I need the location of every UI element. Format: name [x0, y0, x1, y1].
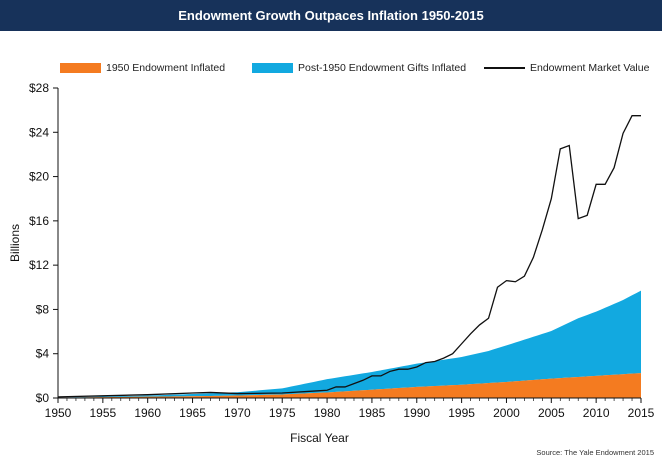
- legend-swatch-post1950: [252, 63, 293, 73]
- x-tick-label: 1970: [224, 406, 251, 420]
- y-tick-label: $8: [36, 302, 50, 316]
- legend-item-post1950: Post-1950 Endowment Gifts Inflated: [252, 62, 466, 74]
- x-axis-label: Fiscal Year: [290, 431, 349, 445]
- y-tick-label: $4: [36, 347, 50, 361]
- chart-title: Endowment Growth Outpaces Inflation 1950…: [178, 8, 484, 23]
- x-tick-label: 1975: [269, 406, 296, 420]
- area-1950-endowment: [58, 373, 641, 398]
- x-tick-label: 1990: [403, 406, 430, 420]
- legend-item-market: Endowment Market Value: [484, 62, 649, 74]
- legend-label-market: Endowment Market Value: [530, 62, 650, 74]
- line-market-value: [57, 115, 641, 398]
- legend-label-1950: 1950 Endowment Inflated: [106, 62, 226, 74]
- y-tick-label: $24: [29, 125, 49, 139]
- x-tick-label: 1955: [89, 406, 116, 420]
- legend-label-post1950: Post-1950 Endowment Gifts Inflated: [298, 62, 467, 74]
- x-tick-label: 1950: [45, 406, 72, 420]
- legend-item-1950: 1950 Endowment Inflated: [60, 62, 225, 74]
- y-axis-label: Billions: [8, 224, 22, 262]
- x-tick-label: 1960: [134, 406, 161, 420]
- y-tick-label: $28: [29, 81, 49, 95]
- chart-title-bar: Endowment Growth Outpaces Inflation 1950…: [0, 0, 662, 31]
- x-tick-label: 2005: [538, 406, 565, 420]
- y-tick-label: $20: [29, 170, 49, 184]
- x-tick-label: 1980: [314, 406, 341, 420]
- y-tick-label: $16: [29, 214, 49, 228]
- x-tick-label: 2015: [628, 406, 655, 420]
- chart-legend: 1950 Endowment Inflated Post-1950 Endowm…: [0, 58, 662, 78]
- x-tick-label: 1995: [448, 406, 475, 420]
- x-tick-label: 1985: [359, 406, 386, 420]
- y-tick-label: $0: [36, 391, 50, 405]
- y-tick-label: $12: [29, 258, 49, 272]
- x-tick-label: 1965: [179, 406, 206, 420]
- source-note: Source: The Yale Endowment 2015: [536, 448, 654, 457]
- legend-swatch-1950: [60, 63, 101, 73]
- x-tick-label: 2000: [493, 406, 520, 420]
- x-tick-label: 2010: [583, 406, 610, 420]
- legend-line-market: [484, 67, 525, 69]
- area-post1950-gifts: [58, 290, 641, 398]
